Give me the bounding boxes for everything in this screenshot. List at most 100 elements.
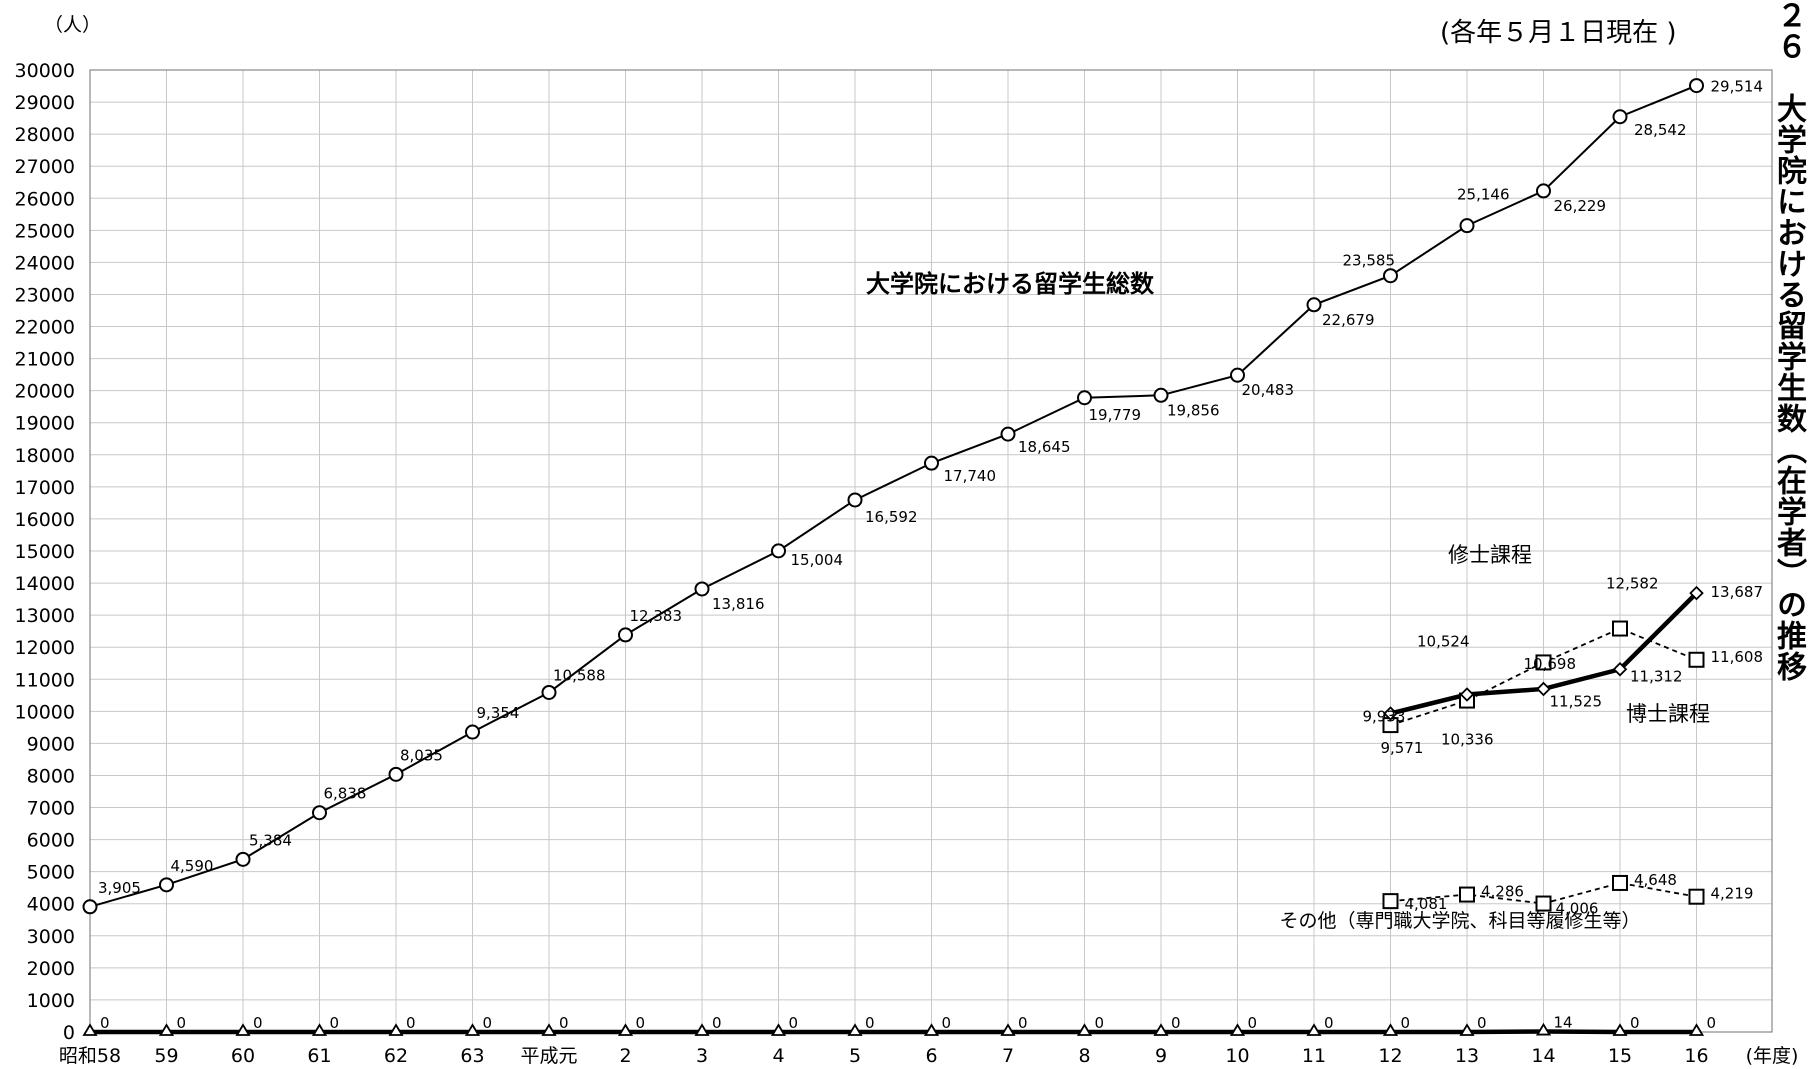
data-point: [618, 627, 633, 643]
data-label: 0: [789, 1014, 799, 1032]
data-label: 17,740: [944, 467, 997, 485]
data-label: 0: [330, 1014, 340, 1032]
data-point: [1536, 681, 1551, 697]
x-tick-label: 11: [1302, 1045, 1326, 1067]
data-point: [1076, 1023, 1093, 1036]
data-label: 22,679: [1322, 311, 1375, 329]
y-tick-label: 25000: [15, 220, 75, 242]
y-tick-label: 20000: [15, 381, 75, 403]
x-tick-label: 63: [460, 1045, 484, 1067]
data-label: 12,582: [1606, 575, 1659, 593]
data-label: 11,525: [1550, 692, 1603, 710]
data-point: [694, 581, 710, 597]
data-point: [924, 455, 939, 471]
y-tick-label: 3000: [27, 926, 75, 948]
data-label: 5,384: [249, 831, 292, 849]
data-point: [1382, 1023, 1399, 1036]
x-tick-label: 13: [1455, 1045, 1479, 1067]
data-label: 10,698: [1524, 655, 1577, 673]
data-point: [1688, 1023, 1705, 1036]
x-axis-label: (年度): [1746, 1045, 1799, 1067]
data-label: 12,383: [630, 607, 683, 625]
data-label: 10,524: [1417, 633, 1470, 651]
data-label: 15,004: [791, 551, 844, 569]
y-tick-label: 7000: [27, 798, 75, 820]
data-point: [1306, 297, 1322, 313]
data-point: [1612, 109, 1628, 125]
data-point: [541, 684, 557, 700]
data-label: 9,354: [477, 704, 520, 722]
y-tick-label: 24000: [15, 252, 75, 274]
data-point: [235, 851, 251, 867]
data-point: [82, 899, 98, 915]
data-label: 16,592: [865, 508, 918, 526]
data-label: 0: [559, 1014, 569, 1032]
chart-side-title: ２６ 大学院における留学生数（在学者）の推移: [1771, 0, 1806, 682]
y-tick-label: 6000: [27, 830, 75, 852]
data-label: 13,687: [1711, 583, 1764, 601]
data-point: [1383, 706, 1398, 721]
y-tick-label: 28000: [15, 124, 75, 146]
x-tick-label: 3: [696, 1045, 708, 1067]
data-point: [1382, 893, 1399, 910]
data-label: 0: [1707, 1014, 1717, 1032]
data-point: [1535, 1022, 1552, 1036]
data-point: [1536, 183, 1551, 199]
data-point: [1153, 387, 1169, 403]
series-name-label: 大学院における留学生総数: [866, 270, 1155, 298]
data-point: [1000, 1023, 1016, 1036]
data-label: 0: [865, 1014, 875, 1032]
data-label: 0: [1171, 1014, 1181, 1032]
data-label: 10,336: [1441, 731, 1494, 749]
data-point: [1459, 886, 1475, 903]
x-tick-label: 昭和58: [59, 1045, 121, 1067]
data-point: [159, 877, 174, 893]
y-tick-label: 14000: [15, 573, 75, 595]
y-tick-label: 21000: [15, 349, 75, 371]
data-point: [1612, 1023, 1628, 1036]
y-tick-label: 12000: [15, 637, 75, 659]
x-tick-label: 7: [1002, 1045, 1014, 1067]
x-tick-label: 2: [619, 1045, 631, 1067]
data-label: 4,648: [1634, 871, 1677, 889]
y-tick-label: 17000: [15, 477, 75, 499]
y-tick-label: 10000: [15, 701, 75, 723]
chart-data-labels: 3,905 4,590 5,384 6,838 8,035 9,354 10,588 12,3…: [98, 78, 1763, 1032]
data-label: 4,081: [1405, 895, 1448, 913]
data-point: [1000, 426, 1016, 442]
data-label: 20,483: [1242, 381, 1295, 399]
x-tick-label: 15: [1608, 1045, 1632, 1067]
data-label: 0: [942, 1014, 952, 1032]
data-point: [1153, 1023, 1169, 1036]
as-of-date-note: (各年５月１日現在 ): [1440, 18, 1677, 48]
x-tick-label: 14: [1531, 1045, 1555, 1067]
data-point: [235, 1023, 251, 1036]
data-label: 26,229: [1554, 197, 1607, 215]
data-point: [1688, 651, 1705, 668]
y-tick-label: 9000: [27, 733, 75, 755]
data-label: 0: [1630, 1014, 1640, 1032]
data-label: 9,571: [1381, 739, 1424, 757]
data-point: [1229, 1023, 1246, 1036]
y-tick-label: 8000: [27, 765, 75, 787]
data-label: 29,514: [1711, 78, 1764, 96]
data-label: 4,590: [171, 857, 214, 875]
data-point: [847, 1023, 863, 1036]
data-label: 0: [100, 1014, 110, 1032]
data-label: 14: [1554, 1014, 1573, 1032]
y-tick-label: 30000: [15, 60, 75, 82]
data-point: [1230, 367, 1245, 383]
data-point: [388, 766, 404, 782]
data-label: 23,585: [1343, 252, 1396, 270]
y-tick-label: 18000: [15, 445, 75, 467]
data-point: [1535, 895, 1552, 912]
chart-axes: 0100020003000400050006000700080009000100…: [15, 60, 1799, 1067]
data-label: 0: [253, 1014, 263, 1032]
y-tick-label: 23000: [15, 284, 75, 306]
y-tick-label: 2000: [27, 958, 75, 980]
x-tick-label: 10: [1225, 1045, 1249, 1067]
data-point: [1689, 78, 1704, 94]
data-point: [1612, 620, 1628, 637]
y-tick-label: 13000: [15, 605, 75, 627]
data-label: 4,286: [1481, 883, 1524, 901]
